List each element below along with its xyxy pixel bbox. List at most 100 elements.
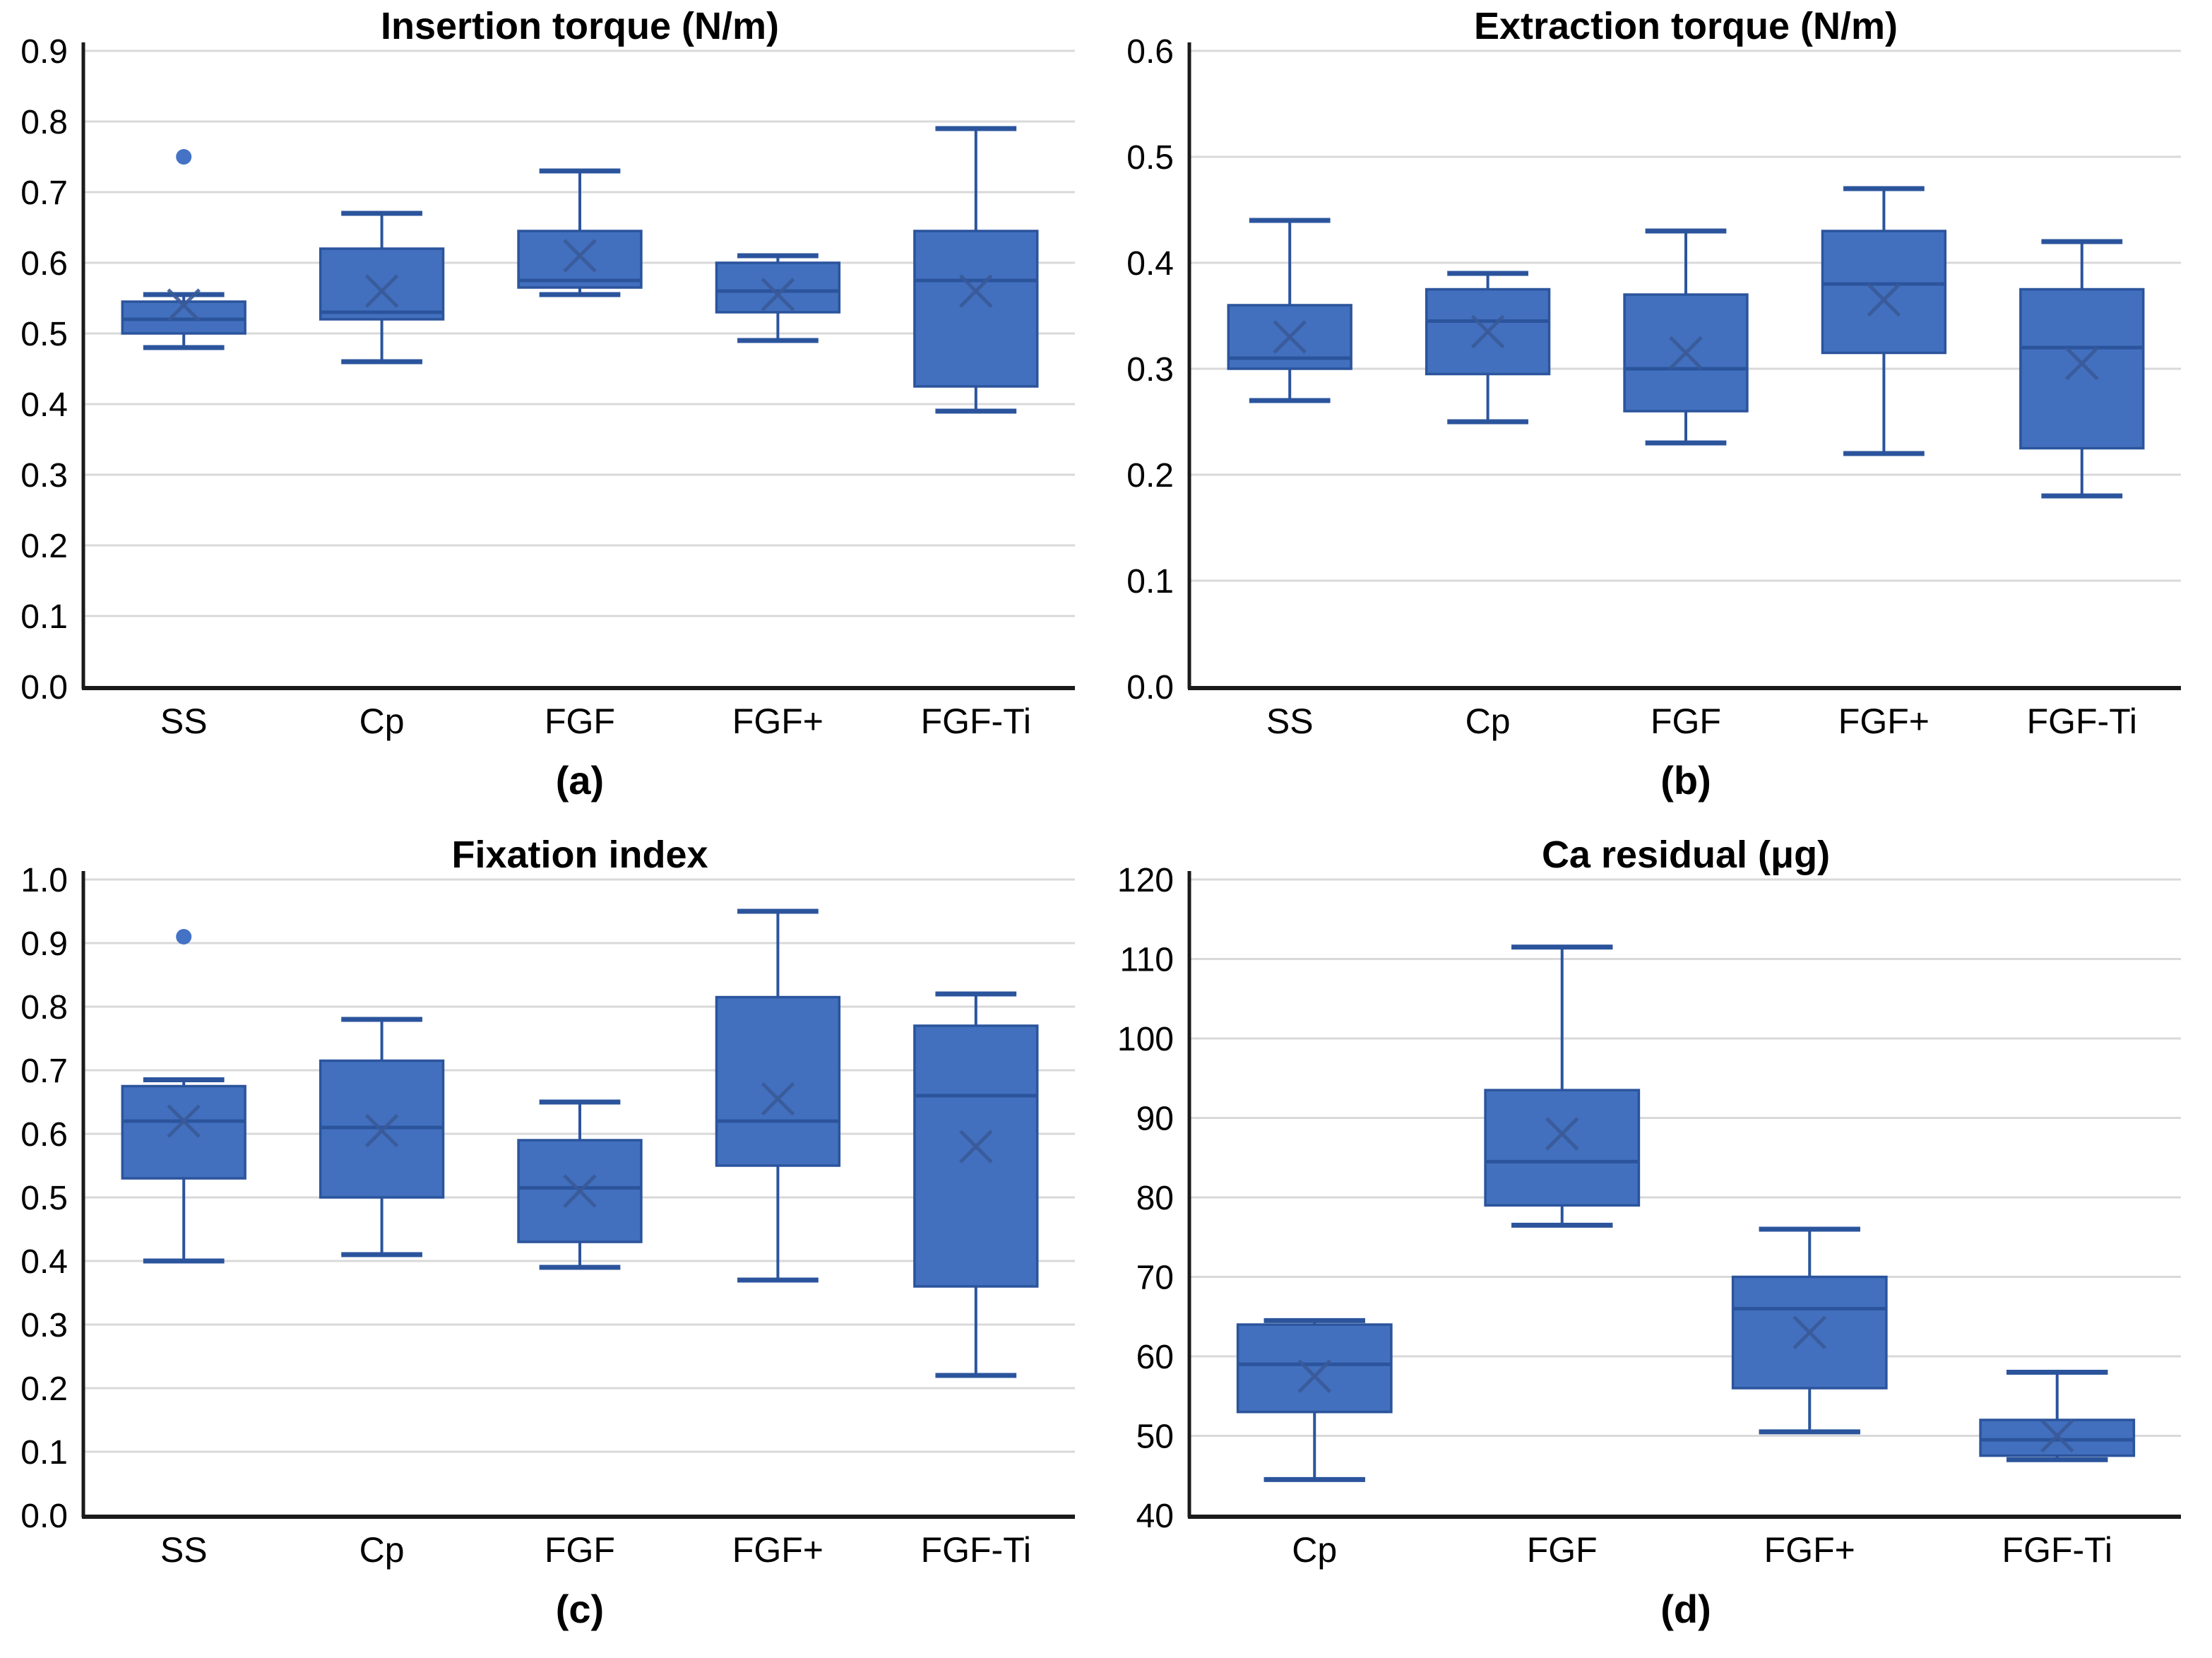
x-tick-label: Cp bbox=[359, 1530, 405, 1570]
x-tick-label: FGF bbox=[1527, 1530, 1598, 1570]
y-tick-label: 60 bbox=[1136, 1339, 1174, 1376]
x-tick-label: FGF+ bbox=[1764, 1530, 1855, 1570]
x-tick-label: SS bbox=[160, 1530, 208, 1570]
mean-marker bbox=[1867, 283, 1901, 317]
x-tick-label: FGF-Ti bbox=[2027, 701, 2137, 741]
box bbox=[913, 230, 1039, 388]
y-tick-label: 0.4 bbox=[20, 1243, 68, 1281]
y-tick-label: 0.4 bbox=[20, 386, 68, 424]
y-tick-label: 0.8 bbox=[20, 989, 68, 1026]
x-tick-label: FGF-Ti bbox=[921, 1530, 1031, 1570]
x-tick-label: FGF-Ti bbox=[2002, 1530, 2112, 1570]
panel-title-insertion-torque: Insertion torque (N/m) bbox=[381, 5, 779, 47]
mean-marker bbox=[1792, 1315, 1827, 1350]
y-tick-label: 0.4 bbox=[1126, 245, 1174, 283]
y-tick-label: 0.3 bbox=[1126, 351, 1174, 389]
panel-title-extraction-torque: Extraction torque (N/m) bbox=[1473, 5, 1898, 47]
fixation-index-plot: 0.0 0.1 0.2 0.3 0.4 0.5 0.6 0.7 0.8 0.9 1.0 SS Cp FGF… bbox=[20, 862, 1075, 1570]
box bbox=[121, 1084, 246, 1180]
x-tick-label: SS bbox=[1266, 701, 1314, 741]
extraction-torque-plot: 0.0 0.1 0.2 0.3 0.4 0.5 0.6 SS Cp FGF FGF+ FGF-Ti bbox=[1126, 33, 2181, 741]
outlier-point bbox=[176, 149, 192, 165]
panel-title-ca-residual: Ca residual (μg) bbox=[1541, 834, 1831, 876]
box bbox=[319, 247, 445, 321]
y-tick-label: 80 bbox=[1136, 1180, 1174, 1217]
x-tick-label: FGF-Ti bbox=[921, 701, 1031, 741]
mean-marker bbox=[959, 274, 993, 308]
y-tick-label: 0.3 bbox=[20, 457, 68, 495]
mean-marker bbox=[167, 1104, 201, 1138]
y-tick-label: 0.1 bbox=[1126, 563, 1174, 600]
x-tick-label: FGF bbox=[545, 1530, 615, 1570]
mean-marker bbox=[1273, 320, 1307, 354]
x-tick-label: SS bbox=[160, 701, 208, 741]
box bbox=[1821, 230, 1947, 355]
mean-marker bbox=[1470, 314, 1505, 349]
panel-caption-c: (c) bbox=[555, 1587, 605, 1631]
panel-ca-residual: 40 50 60 70 80 90 100 110 120 Cp FGF FGF+ FGF-Ti Ca … bbox=[1106, 829, 2212, 1658]
mean-marker bbox=[563, 239, 597, 273]
y-tick-label: 0.5 bbox=[20, 1180, 68, 1217]
y-tick-label: 0.1 bbox=[20, 1434, 68, 1472]
y-tick-label: 0.3 bbox=[20, 1307, 68, 1344]
panel-caption-b: (b) bbox=[1660, 758, 1711, 803]
y-tick-label: 0.6 bbox=[20, 245, 68, 283]
box bbox=[715, 261, 841, 314]
y-tick-label: 0.6 bbox=[20, 1116, 68, 1154]
x-tick-label: Cp bbox=[1465, 701, 1511, 741]
y-tick-label: 1.0 bbox=[20, 862, 68, 899]
y-tick-label: 0.8 bbox=[20, 104, 68, 141]
mean-marker bbox=[364, 274, 399, 308]
y-tick-label: 0.0 bbox=[20, 1498, 68, 1535]
box bbox=[1484, 1089, 1641, 1207]
insertion-torque-plot: 0.0 0.1 0.2 0.3 0.4 0.5 0.6 0.7 0.8 0.9 SS Cp FGF FGF… bbox=[20, 33, 1075, 741]
mean-marker bbox=[1545, 1117, 1579, 1151]
box bbox=[715, 995, 841, 1167]
mean-marker bbox=[1669, 336, 1703, 370]
y-tick-label: 0.2 bbox=[20, 1370, 68, 1408]
y-tick-label: 0.7 bbox=[20, 1053, 68, 1090]
ca-residual-plot: 40 50 60 70 80 90 100 110 120 Cp FGF FGF+ FGF-Ti bbox=[1117, 862, 2181, 1570]
y-tick-label: 0.2 bbox=[20, 528, 68, 565]
panel-fixation-index: 0.0 0.1 0.2 0.3 0.4 0.5 0.6 0.7 0.8 0.9 1.0 SS Cp FGF… bbox=[0, 829, 1106, 1658]
panel-caption-d: (d) bbox=[1660, 1587, 1711, 1631]
y-tick-label: 0.0 bbox=[1126, 669, 1174, 706]
y-tick-label: 50 bbox=[1136, 1419, 1174, 1456]
mean-marker bbox=[2040, 1419, 2074, 1453]
x-tick-label: FGF+ bbox=[732, 1530, 823, 1570]
mean-marker bbox=[364, 1113, 399, 1148]
mean-marker bbox=[167, 288, 201, 322]
y-tick-label: 0.2 bbox=[1126, 457, 1174, 495]
panel-extraction-torque: 0.0 0.1 0.2 0.3 0.4 0.5 0.6 SS Cp FGF FGF+ FGF-Ti E… bbox=[1106, 0, 2212, 829]
box bbox=[517, 230, 643, 289]
panel-title-fixation-index: Fixation index bbox=[451, 834, 708, 876]
outlier-point bbox=[176, 929, 192, 945]
y-tick-label: 0.0 bbox=[20, 669, 68, 706]
y-tick-label: 0.1 bbox=[20, 598, 68, 636]
mean-marker bbox=[761, 278, 795, 312]
mean-marker bbox=[1297, 1359, 1332, 1393]
y-tick-label: 40 bbox=[1136, 1498, 1174, 1535]
x-tick-label: Cp bbox=[1292, 1530, 1337, 1570]
y-tick-label: 0.5 bbox=[20, 316, 68, 353]
y-tick-label: 120 bbox=[1117, 862, 1174, 899]
y-tick-label: 0.9 bbox=[20, 925, 68, 963]
mean-marker bbox=[761, 1082, 795, 1116]
y-tick-label: 100 bbox=[1117, 1021, 1174, 1058]
x-tick-label: FGF bbox=[545, 701, 615, 741]
mean-marker bbox=[2065, 346, 2099, 381]
y-tick-label: 0.7 bbox=[20, 174, 68, 212]
x-tick-label: FGF bbox=[1651, 701, 1721, 741]
x-tick-label: Cp bbox=[359, 701, 405, 741]
x-tick-label: FGF+ bbox=[732, 701, 823, 741]
panel-insertion-torque: 0.0 0.1 0.2 0.3 0.4 0.5 0.6 0.7 0.8 0.9 SS Cp FGF FGF… bbox=[0, 0, 1106, 829]
box bbox=[1236, 1323, 1393, 1414]
panel-caption-a: (a) bbox=[555, 758, 605, 803]
y-tick-label: 110 bbox=[1119, 942, 1174, 979]
mean-marker bbox=[563, 1174, 597, 1208]
y-tick-label: 0.9 bbox=[20, 33, 68, 71]
y-tick-label: 0.6 bbox=[1126, 33, 1174, 71]
y-tick-label: 70 bbox=[1136, 1260, 1174, 1297]
mean-marker bbox=[959, 1130, 993, 1163]
